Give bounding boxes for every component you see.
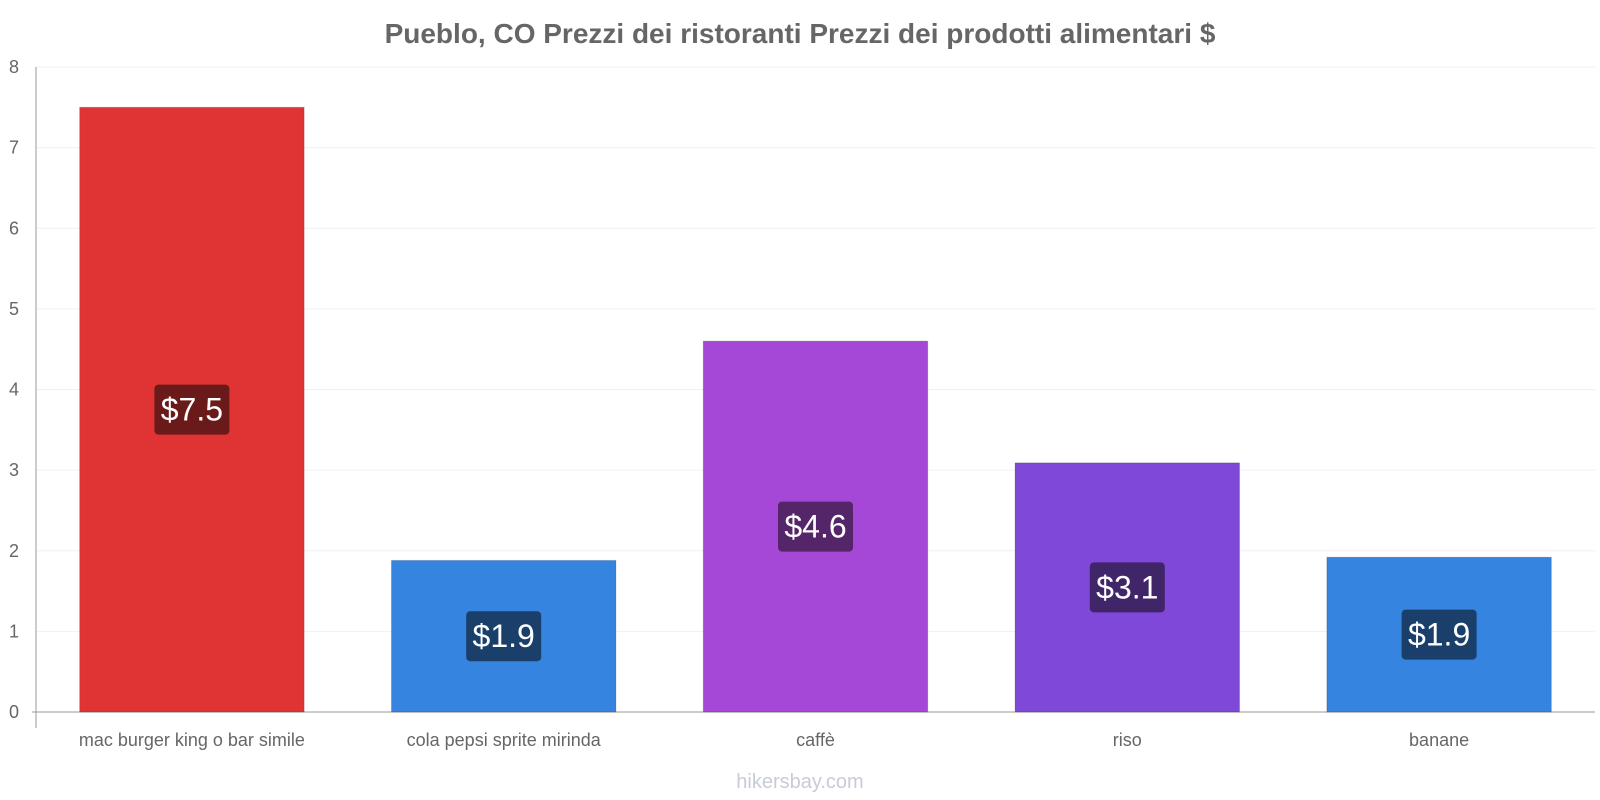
x-axis-ticks: mac burger king o bar simile cola pepsi s… [79, 730, 1469, 750]
value-label-badge [154, 384, 230, 435]
y-axis-ticks: 0 1 2 3 4 5 6 7 8 [9, 57, 19, 722]
x-tick-label: cola pepsi sprite mirinda [407, 730, 602, 750]
y-tick-label: 3 [9, 460, 19, 480]
watermark: hikersbay.com [736, 771, 863, 793]
chart-title: Pueblo, CO Prezzi dei ristoranti Prezzi … [385, 18, 1216, 49]
y-tick-label: 6 [9, 218, 19, 238]
x-tick-label: banane [1409, 730, 1469, 750]
x-tick-label: caffè [796, 730, 835, 750]
x-tick-label: mac burger king o bar simile [79, 730, 305, 750]
value-label: $1.9 [473, 618, 535, 654]
y-tick-label: 0 [9, 702, 19, 722]
y-tick-label: 7 [9, 138, 19, 158]
y-tick-label: 1 [9, 621, 19, 641]
value-label-badge [466, 611, 542, 662]
y-tick-label: 2 [9, 541, 19, 561]
x-tick-label: riso [1113, 730, 1142, 750]
value-label: $7.5 [161, 392, 223, 428]
bars [79, 106, 1552, 713]
value-label: $3.1 [1096, 569, 1158, 605]
value-label-badge [778, 501, 853, 552]
y-tick-label: 8 [9, 57, 19, 77]
value-label-badge [1401, 609, 1477, 660]
y-tick-label: 4 [9, 380, 19, 400]
y-tick-label: 5 [9, 299, 19, 319]
value-label: $4.6 [784, 509, 846, 545]
value-label-badge [1089, 562, 1165, 613]
value-label: $1.9 [1408, 617, 1470, 653]
value-labels: $7.5 $1.9 $4.6 $3.1 $1.9 [154, 384, 1477, 662]
